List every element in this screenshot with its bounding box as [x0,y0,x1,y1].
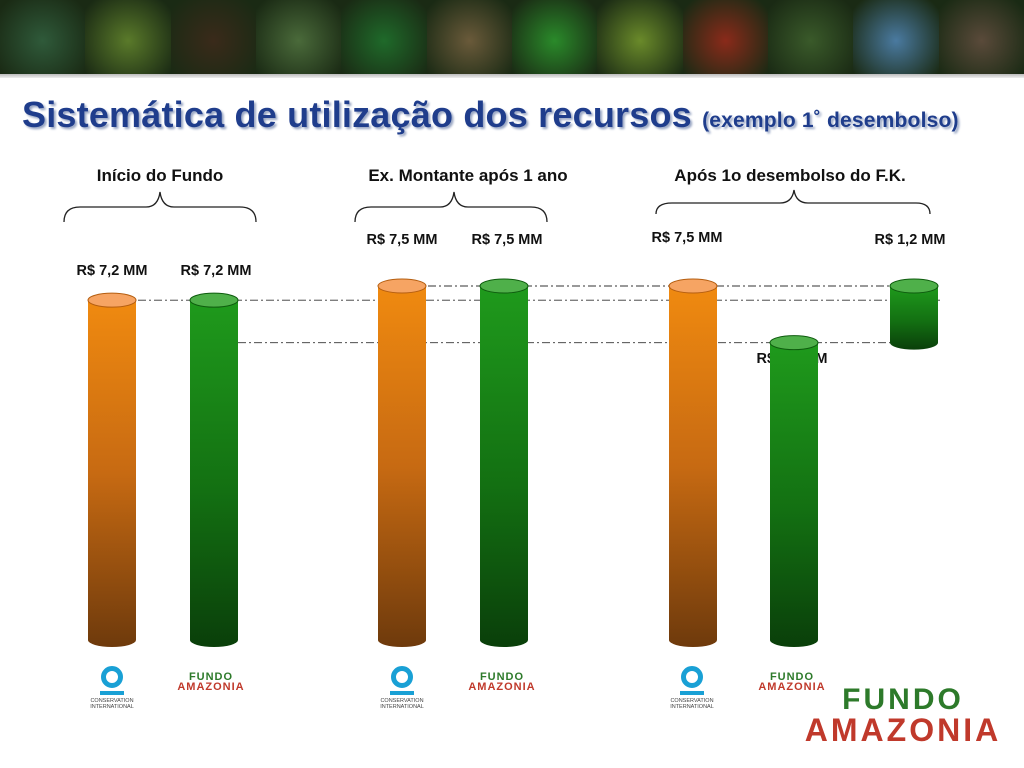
village-icon [255,0,342,74]
cylinder-body [770,342,818,647]
cylinder-top [87,292,137,308]
forest-icon [341,0,427,74]
photo-banner [0,0,1024,78]
bird-icon [170,0,256,74]
fa-logo-line2: AMAZONIA [468,681,536,694]
group-brace-montante [354,191,548,223]
ci-bar-icon [680,691,704,695]
group-brace-inicio [63,191,257,223]
fa-logo-line2: AMAZONIA [758,681,826,694]
fundo-amazonia-logo-small: FUNDO AMAZONIA [177,671,245,694]
frog-icon [511,0,598,74]
cylinder-top [189,292,239,308]
conservation-international-logo: CONSERVATION INTERNATIONAL [662,666,722,716]
snake-icon [767,0,854,74]
water-lily-icon [0,0,86,74]
cylinder-top [668,278,718,294]
cylinder-bar-fa [889,278,939,350]
cylinder-bar-ci [668,278,718,647]
page-title: Sistemática de utilização dos recursos (… [22,94,959,136]
cylinder-body [88,300,136,647]
ci-logo-text: CONSERVATION INTERNATIONAL [380,698,424,710]
tree-icon [597,0,683,74]
fa-logo-large-line1: FUNDO [842,683,964,716]
cylinder-body [378,286,426,647]
ci-ring-icon [101,666,123,688]
cylinder-body [669,286,717,647]
cylinder-bar-fa [769,335,819,647]
ci-bar-icon [390,691,414,695]
fa-logo-large-line2: AMAZONIA [804,711,1002,748]
cylinder-body [480,286,528,647]
fa-logo-line1: FUNDO [769,671,815,683]
group-label-montante: Ex. Montante após 1 ano [368,166,568,185]
cylinder-bar-ci [87,292,137,647]
fundo-amazonia-logo-large: FUNDO AMAZONIA [804,683,1002,748]
banner-divider [0,74,1024,78]
group-label-desembolso: Após 1o desembolso do F.K. [674,166,906,185]
value-label-ci-desembolso: R$ 7,5 MM [651,230,723,246]
value-label-fa-inicio: R$ 7,2 MM [180,263,252,279]
fa-logo-line1: FUNDO [188,671,234,683]
fa-logo-line2: AMAZONIA [177,681,245,694]
title-sub: (exemplo 1˚ desembolso) [702,109,959,132]
roots-icon [938,0,1024,74]
cylinder-bar-fa [479,278,529,647]
ci-bar-icon [100,691,124,695]
fundo-amazonia-logo-small: FUNDO AMAZONIA [468,671,536,694]
ci-ring-icon [391,666,413,688]
conservation-international-logo: CONSERVATION INTERNATIONAL [82,666,142,716]
monkey-icon [682,0,768,74]
ocelot-icon [426,0,512,74]
conservation-international-logo: CONSERVATION INTERNATIONAL [372,666,432,716]
fundo-amazonia-logo-small: FUNDO AMAZONIA [758,671,826,694]
river-icon [853,0,939,74]
group-label-inicio: Início do Fundo [96,166,224,185]
cylinder-top [769,335,819,351]
value-label-ci-inicio: R$ 7,2 MM [76,263,148,279]
cylinder-bar-ci [377,278,427,647]
group-brace-desembolso [655,189,931,215]
cylinder-body [890,286,938,350]
value-label-ci-ano: R$ 7,5 MM [366,232,438,248]
ci-logo-text: CONSERVATION INTERNATIONAL [670,698,714,710]
fa-logo-line1: FUNDO [479,671,525,683]
cylinder-top [479,278,529,294]
value-label-fa-ano: R$ 7,5 MM [471,232,543,248]
value-label-fa-disbursed: R$ 1,2 MM [874,232,946,248]
cylinder-top [889,278,939,294]
ci-ring-icon [681,666,703,688]
title-main: Sistemática de utilização dos recursos [22,94,692,135]
cylinder-top [377,278,427,294]
leaf-icon [85,0,171,74]
cylinder-bar-fa [189,292,239,647]
ci-logo-text: CONSERVATION INTERNATIONAL [90,698,134,710]
cylinder-body [190,300,238,647]
